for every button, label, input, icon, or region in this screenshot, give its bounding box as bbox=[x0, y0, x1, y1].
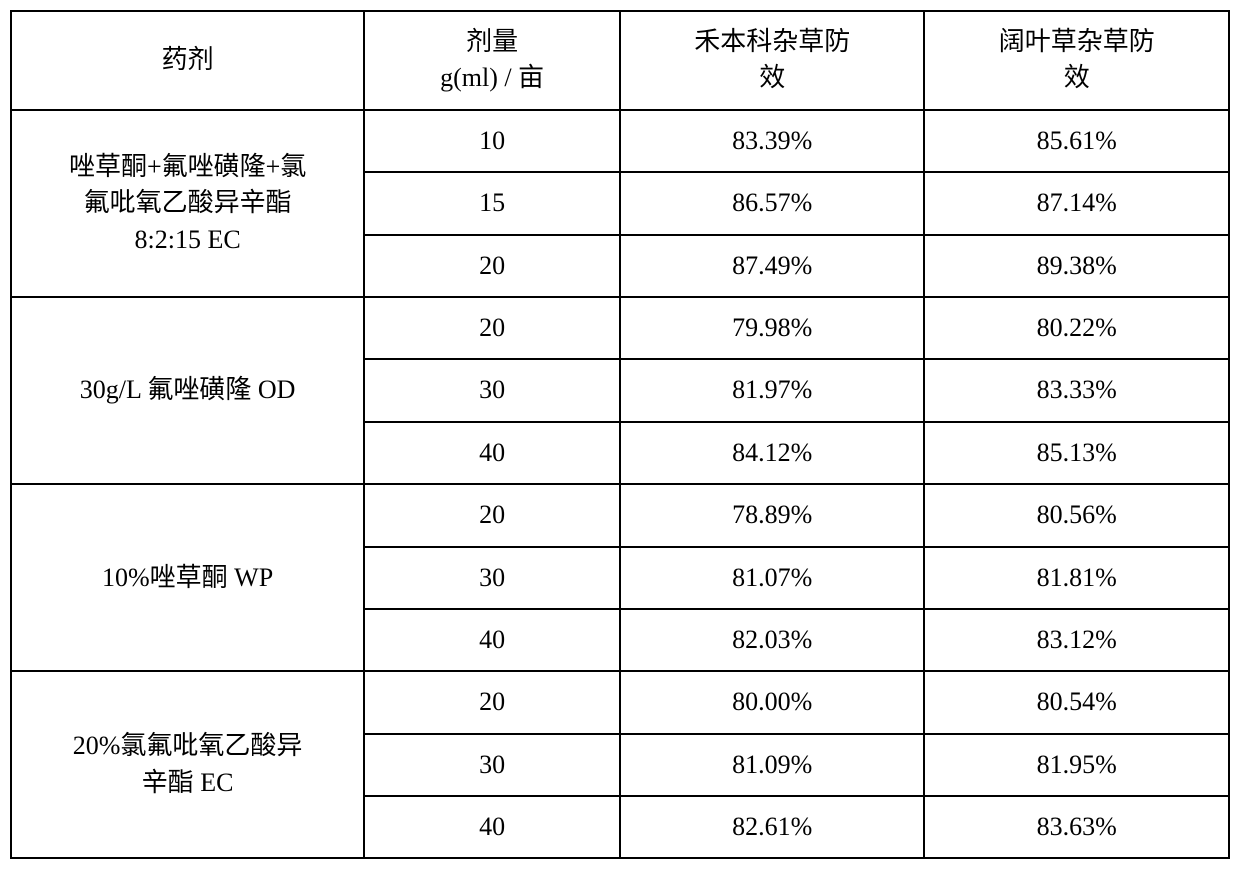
agent-line: 氟吡氧乙酸异辛酯 bbox=[84, 188, 292, 217]
dose-cell: 30 bbox=[364, 359, 620, 421]
agent-line: 10%唑草酮 WP bbox=[102, 563, 273, 592]
eff2-cell: 83.33% bbox=[924, 359, 1229, 421]
eff1-cell: 81.97% bbox=[620, 359, 925, 421]
dose-cell: 20 bbox=[364, 297, 620, 359]
agent-cell: 20%氯氟吡氧乙酸异 辛酯 EC bbox=[11, 671, 364, 858]
eff1-cell: 81.07% bbox=[620, 547, 925, 609]
eff1-cell: 84.12% bbox=[620, 422, 925, 484]
header-dose: 剂量 g(ml) / 亩 bbox=[364, 11, 620, 110]
dose-cell: 40 bbox=[364, 422, 620, 484]
agent-line: 辛酯 EC bbox=[142, 768, 234, 797]
eff2-cell: 87.14% bbox=[924, 172, 1229, 234]
eff2-cell: 83.63% bbox=[924, 796, 1229, 858]
efficacy-table: 药剂 剂量 g(ml) / 亩 禾本科杂草防 效 阔叶草杂草防 效 唑草酮+氟唑… bbox=[10, 10, 1230, 859]
eff2-cell: 81.95% bbox=[924, 734, 1229, 796]
dose-cell: 10 bbox=[364, 110, 620, 172]
agent-line: 30g/L 氟唑磺隆 OD bbox=[80, 375, 296, 404]
agent-cell: 唑草酮+氟唑磺隆+氯 氟吡氧乙酸异辛酯 8:2:15 EC bbox=[11, 110, 364, 297]
table-row: 10%唑草酮 WP 20 78.89% 80.56% bbox=[11, 484, 1229, 546]
table-row: 20%氯氟吡氧乙酸异 辛酯 EC 20 80.00% 80.54% bbox=[11, 671, 1229, 733]
eff2-cell: 89.38% bbox=[924, 235, 1229, 297]
header-eff2-line2: 效 bbox=[1064, 63, 1090, 92]
header-eff2-line1: 阔叶草杂草防 bbox=[999, 27, 1155, 56]
table-row: 唑草酮+氟唑磺隆+氯 氟吡氧乙酸异辛酯 8:2:15 EC 10 83.39% … bbox=[11, 110, 1229, 172]
eff1-cell: 82.03% bbox=[620, 609, 925, 671]
eff1-cell: 79.98% bbox=[620, 297, 925, 359]
agent-line: 20%氯氟吡氧乙酸异 bbox=[73, 731, 303, 760]
dose-cell: 20 bbox=[364, 671, 620, 733]
eff2-cell: 80.56% bbox=[924, 484, 1229, 546]
eff1-cell: 86.57% bbox=[620, 172, 925, 234]
dose-cell: 40 bbox=[364, 609, 620, 671]
eff2-cell: 83.12% bbox=[924, 609, 1229, 671]
dose-cell: 20 bbox=[364, 484, 620, 546]
dose-cell: 30 bbox=[364, 734, 620, 796]
dose-cell: 15 bbox=[364, 172, 620, 234]
eff1-cell: 82.61% bbox=[620, 796, 925, 858]
header-agent-text: 药剂 bbox=[162, 45, 214, 74]
eff2-cell: 80.22% bbox=[924, 297, 1229, 359]
eff2-cell: 85.13% bbox=[924, 422, 1229, 484]
agent-line: 8:2:15 EC bbox=[135, 225, 241, 254]
header-eff1-line1: 禾本科杂草防 bbox=[694, 27, 850, 56]
eff1-cell: 81.09% bbox=[620, 734, 925, 796]
agent-cell: 10%唑草酮 WP bbox=[11, 484, 364, 671]
dose-cell: 30 bbox=[364, 547, 620, 609]
dose-cell: 40 bbox=[364, 796, 620, 858]
eff1-cell: 83.39% bbox=[620, 110, 925, 172]
table-row: 30g/L 氟唑磺隆 OD 20 79.98% 80.22% bbox=[11, 297, 1229, 359]
eff2-cell: 80.54% bbox=[924, 671, 1229, 733]
eff1-cell: 78.89% bbox=[620, 484, 925, 546]
agent-line: 唑草酮+氟唑磺隆+氯 bbox=[69, 152, 306, 181]
header-eff1-line2: 效 bbox=[759, 63, 785, 92]
header-eff2: 阔叶草杂草防 效 bbox=[924, 11, 1229, 110]
table-header-row: 药剂 剂量 g(ml) / 亩 禾本科杂草防 效 阔叶草杂草防 效 bbox=[11, 11, 1229, 110]
header-dose-line2: g(ml) / 亩 bbox=[440, 63, 544, 92]
eff2-cell: 85.61% bbox=[924, 110, 1229, 172]
table-body: 唑草酮+氟唑磺隆+氯 氟吡氧乙酸异辛酯 8:2:15 EC 10 83.39% … bbox=[11, 110, 1229, 859]
header-agent: 药剂 bbox=[11, 11, 364, 110]
header-eff1: 禾本科杂草防 效 bbox=[620, 11, 925, 110]
dose-cell: 20 bbox=[364, 235, 620, 297]
eff1-cell: 87.49% bbox=[620, 235, 925, 297]
header-dose-line1: 剂量 bbox=[466, 27, 518, 56]
eff1-cell: 80.00% bbox=[620, 671, 925, 733]
agent-cell: 30g/L 氟唑磺隆 OD bbox=[11, 297, 364, 484]
eff2-cell: 81.81% bbox=[924, 547, 1229, 609]
